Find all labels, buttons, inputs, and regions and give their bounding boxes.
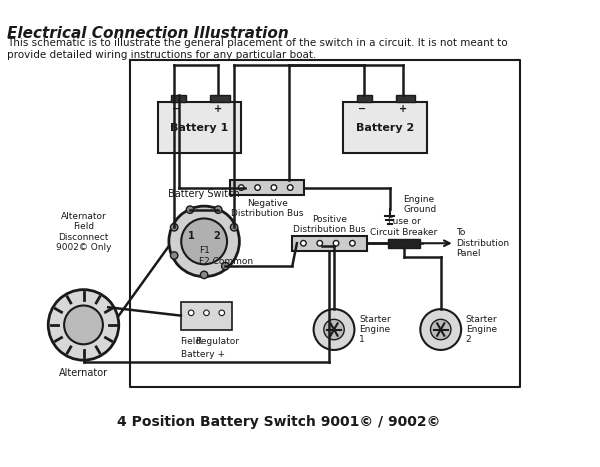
Bar (356, 95, 372, 102)
Text: Battery 1: Battery 1 (170, 123, 229, 133)
Circle shape (287, 185, 293, 191)
Circle shape (203, 310, 209, 316)
Text: Starter
Engine
1: Starter Engine 1 (359, 315, 391, 345)
Bar (396, 95, 415, 102)
Circle shape (271, 185, 277, 191)
Bar (292, 236, 367, 251)
Text: 2: 2 (213, 231, 220, 241)
Text: To
Distribution
Panel: To Distribution Panel (457, 228, 509, 258)
Circle shape (169, 206, 239, 276)
Text: −: − (172, 104, 180, 114)
Text: +: + (214, 104, 222, 114)
Circle shape (170, 224, 178, 231)
Bar (181, 302, 232, 330)
Bar (211, 95, 230, 102)
Circle shape (48, 290, 119, 360)
Circle shape (170, 252, 178, 259)
Text: This schematic is to illustrate the general placement of the switch in a circuit: This schematic is to illustrate the gene… (7, 38, 508, 60)
Bar (388, 239, 421, 248)
Circle shape (221, 262, 229, 270)
Text: Field: Field (181, 337, 202, 346)
Circle shape (188, 310, 194, 316)
Text: Negative
Distribution Bus: Negative Distribution Bus (231, 198, 304, 218)
Text: F1: F1 (199, 246, 211, 255)
Circle shape (317, 241, 323, 246)
Text: 4 Position Battery Switch 9001© / 9002©: 4 Position Battery Switch 9001© / 9002© (116, 415, 440, 429)
Circle shape (215, 206, 222, 213)
Circle shape (181, 219, 227, 264)
Circle shape (324, 319, 344, 340)
Circle shape (230, 224, 238, 231)
Circle shape (187, 206, 194, 213)
Text: Electrical Connection Illustration: Electrical Connection Illustration (7, 26, 289, 41)
Text: +: + (400, 104, 407, 114)
Text: Fuse or
Circuit Breaker: Fuse or Circuit Breaker (370, 217, 438, 237)
Circle shape (200, 271, 208, 279)
Text: Starter
Engine
2: Starter Engine 2 (466, 315, 497, 345)
FancyBboxPatch shape (343, 102, 427, 153)
Bar (171, 95, 186, 102)
Circle shape (64, 305, 103, 344)
Circle shape (333, 241, 339, 246)
Bar (230, 180, 304, 195)
Text: Alternator
Field
Disconnect
9002© Only: Alternator Field Disconnect 9002© Only (56, 212, 111, 252)
Circle shape (431, 319, 451, 340)
Text: Alternator: Alternator (59, 368, 108, 378)
Circle shape (219, 310, 224, 316)
FancyBboxPatch shape (158, 102, 241, 153)
Text: Battery +: Battery + (181, 350, 225, 359)
Text: −: − (358, 104, 366, 114)
Text: Regulator: Regulator (194, 337, 239, 346)
Text: Positive
Distribution Bus: Positive Distribution Bus (293, 214, 365, 234)
Circle shape (255, 185, 260, 191)
Text: Battery 2: Battery 2 (356, 123, 414, 133)
Text: F2 Common: F2 Common (199, 257, 254, 266)
Circle shape (421, 309, 461, 350)
Circle shape (314, 309, 355, 350)
Text: 1: 1 (188, 231, 195, 241)
Text: Battery Switch: Battery Switch (168, 189, 240, 198)
Circle shape (238, 185, 244, 191)
Circle shape (301, 241, 306, 246)
Text: Engine
Ground: Engine Ground (404, 195, 437, 214)
Circle shape (350, 241, 355, 246)
